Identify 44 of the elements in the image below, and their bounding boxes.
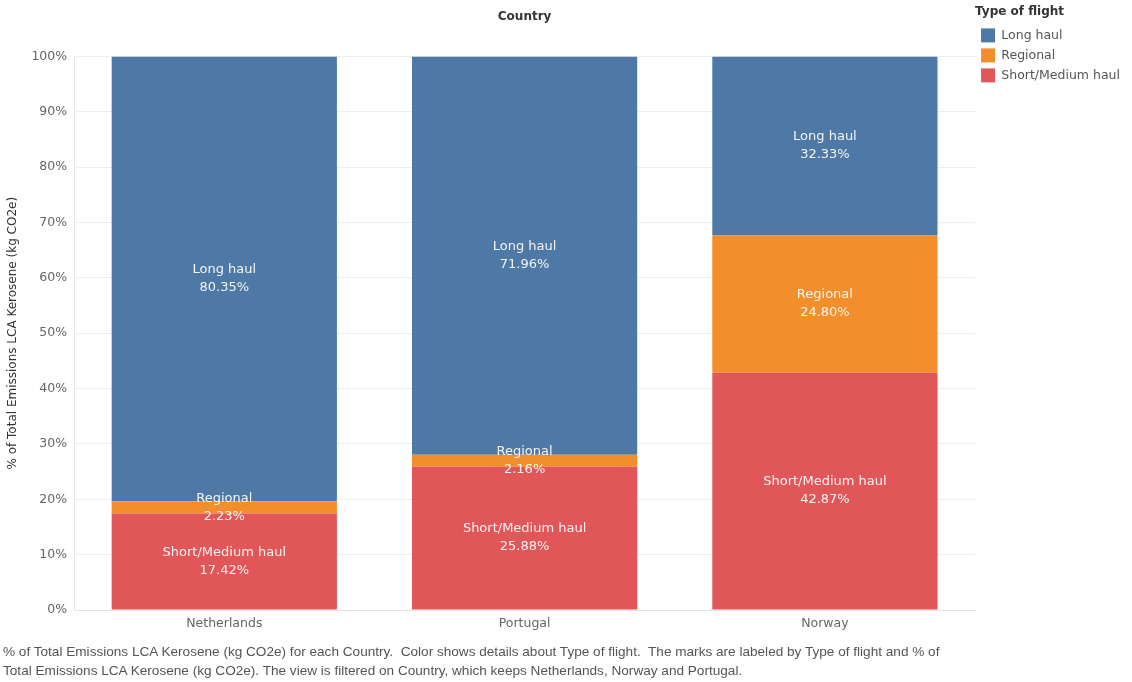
- data-label: 42.87%: [800, 491, 850, 507]
- bar: [411, 466, 638, 610]
- data-label: 24.80%: [800, 304, 850, 320]
- y-tick-label: 70%: [39, 213, 68, 229]
- x-tick-label: Portugal: [498, 614, 551, 630]
- y-tick-label: 80%: [39, 158, 68, 174]
- data-label: 80.35%: [199, 279, 250, 295]
- text: Regional: [196, 489, 253, 505]
- y-tick-label: 100%: [31, 47, 68, 63]
- x-tick-label: Netherlands: [186, 614, 263, 630]
- legend-title: Type of flight: [975, 4, 1065, 19]
- y-tick-label: 90%: [39, 103, 68, 119]
- text: Short/Medium haul: [763, 473, 887, 489]
- y-tick-label: 60%: [39, 269, 68, 285]
- chart-title: Country: [497, 9, 552, 24]
- text: Short/Medium haul: [462, 520, 587, 536]
- x-tick-label: Norway: [801, 614, 850, 630]
- y-tick-label: 40%: [39, 379, 68, 395]
- text: Short/Medium haul: [162, 543, 287, 559]
- y-axis-title: % of Total Emissions LCA Kerosene (kg CO2e): [5, 196, 20, 470]
- bar: [712, 56, 938, 236]
- text: Regional: [796, 286, 853, 302]
- bar: [111, 513, 337, 610]
- y-tick-label: 30%: [39, 435, 68, 451]
- text: Long haul: [192, 261, 257, 277]
- text: Regional: [496, 443, 553, 459]
- bar: [712, 235, 938, 373]
- y-tick-label: 10%: [39, 545, 68, 561]
- data-label: 71.96%: [499, 255, 550, 271]
- legend-label: Regional: [1001, 46, 1056, 62]
- y-tick-label: 0%: [47, 601, 68, 617]
- legend-label: Long haul: [1001, 26, 1063, 42]
- data-label: 2.16%: [503, 461, 546, 477]
- y-tick-label: 20%: [39, 490, 68, 506]
- data-label: 17.42%: [199, 561, 250, 577]
- bar: [712, 372, 938, 610]
- y-tick-label: 50%: [39, 324, 68, 340]
- text: % of Total Emissions LCA Kerosene (kg CO2e) for each Country. Color shows details about Type of flight. The marks are labeled by Type of flight and % of Total Emissions LCA Kerosene (kg CO2e). The view is filtered on Country, which keeps Netherlands, Norway and Portugal.: [3, 643, 941, 680]
- data-label: 32.33%: [800, 146, 850, 162]
- text: Long haul: [492, 237, 557, 253]
- text: Long haul: [793, 128, 857, 144]
- legend-label: Short/Medium haul: [1001, 66, 1121, 82]
- data-label: 25.88%: [499, 538, 550, 554]
- data-label: 2.23%: [203, 507, 245, 523]
